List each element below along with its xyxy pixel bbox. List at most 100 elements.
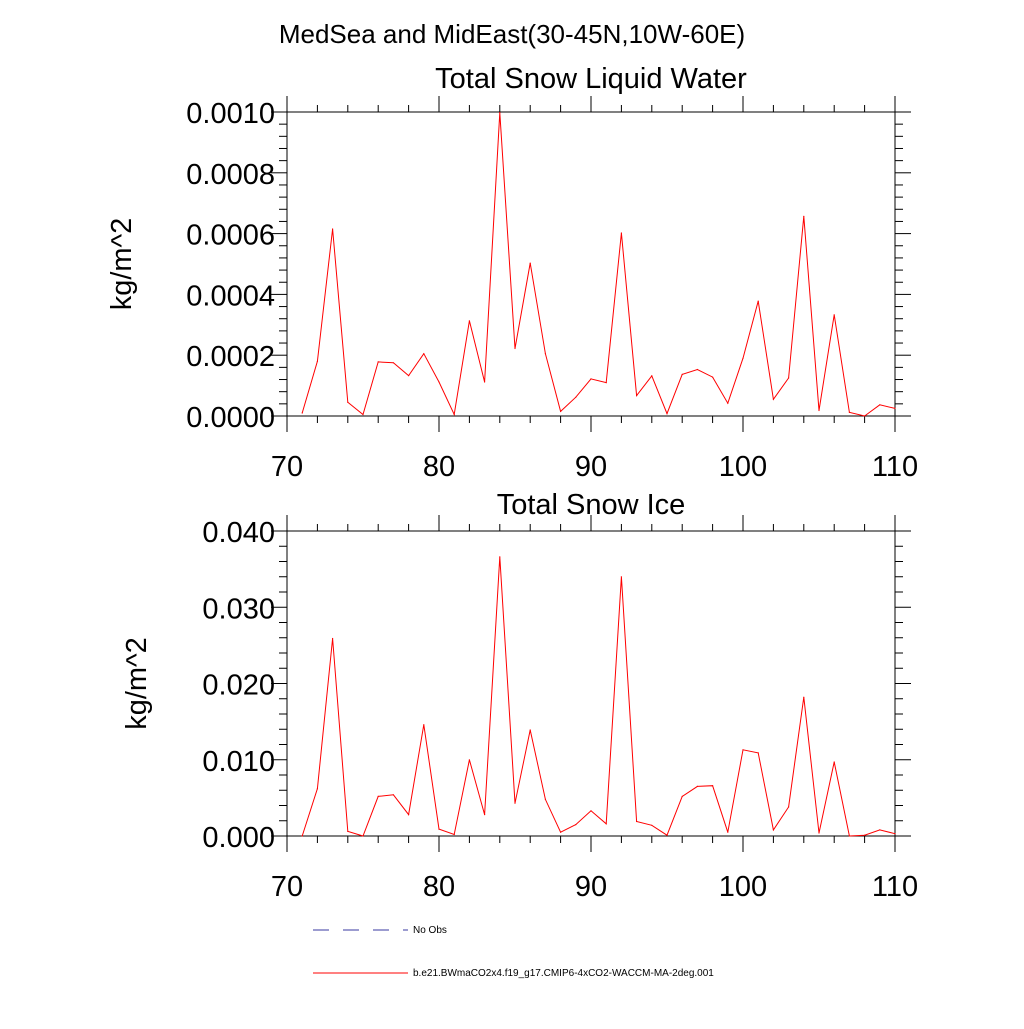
data-point	[879, 404, 881, 406]
data-point	[484, 381, 486, 383]
y-tick-label: 0.020	[202, 670, 275, 702]
data-point	[453, 413, 455, 416]
data-point	[788, 806, 790, 808]
data-point	[712, 376, 714, 378]
y-axis-label: kg/m^2	[106, 218, 138, 311]
data-point	[848, 411, 851, 413]
data-point	[727, 831, 729, 833]
data-point	[833, 314, 835, 316]
y-tick-label: 0.0002	[186, 341, 275, 373]
data-point	[803, 696, 805, 698]
data-point	[605, 823, 607, 825]
y-tick-label: 0.010	[202, 746, 275, 778]
y-axis-label: kg/m^2	[121, 637, 153, 730]
data-point	[301, 835, 303, 837]
data-point	[529, 262, 531, 264]
data-point	[636, 820, 638, 823]
data-point	[636, 395, 638, 397]
data-point	[423, 724, 425, 726]
data-point	[347, 401, 349, 403]
legend: No Obs b.e21.BWmaCO2x4.f19_g17.CMIP6-4xC…	[313, 925, 714, 979]
data-point	[484, 814, 486, 816]
data-point	[301, 412, 303, 414]
data-point	[514, 347, 516, 350]
y-tick-label: 0.0000	[186, 402, 275, 434]
data-point	[590, 810, 592, 812]
data-point	[362, 413, 364, 416]
data-point	[423, 353, 425, 355]
data-point	[666, 413, 668, 415]
data-point	[757, 300, 759, 302]
y-tick-label: 0.000	[202, 822, 275, 854]
data-point	[727, 402, 729, 404]
data-point	[377, 795, 379, 798]
legend-label-no-obs: No Obs	[413, 925, 447, 936]
panel-title: Total Snow Liquid Water	[435, 63, 747, 95]
data-point	[620, 576, 623, 578]
y-tick-label: 0.0004	[186, 280, 275, 312]
plot-frame	[286, 111, 896, 417]
data-point	[499, 112, 501, 114]
data-point	[560, 831, 562, 833]
data-point	[864, 415, 866, 417]
data-point	[590, 378, 592, 380]
data-point	[347, 830, 349, 833]
data-point	[742, 749, 744, 751]
data-point	[742, 357, 744, 359]
data-point	[879, 829, 881, 831]
data-point	[514, 802, 516, 804]
data-point	[392, 794, 394, 796]
data-point	[468, 759, 470, 761]
data-point	[605, 382, 607, 384]
data-point	[818, 832, 820, 834]
data-point	[848, 835, 851, 837]
x-tick-label: 110	[872, 871, 918, 903]
data-point	[499, 556, 501, 558]
data-point	[894, 407, 896, 409]
data-point	[408, 375, 410, 377]
figure-title: MedSea and MidEast(30-45N,10W-60E)	[279, 19, 745, 49]
plot-frame	[286, 530, 896, 837]
x-tick-label: 70	[271, 451, 303, 483]
legend-label-model-run: b.e21.BWmaCO2x4.f19_g17.CMIP6-4xCO2-WACC…	[413, 968, 714, 979]
data-point	[712, 785, 714, 787]
data-point	[392, 362, 394, 364]
data-point	[453, 833, 455, 836]
x-tick-label: 90	[575, 451, 607, 483]
x-tick-label: 110	[872, 451, 918, 483]
data-point	[438, 828, 440, 830]
x-tick-label: 80	[423, 451, 455, 483]
data-point	[316, 360, 318, 362]
data-point	[362, 835, 364, 837]
y-tick-label: 0.030	[202, 593, 275, 625]
series-line	[301, 112, 896, 417]
data-point	[696, 785, 699, 788]
data-point	[864, 834, 866, 836]
data-point	[651, 375, 653, 377]
data-point	[772, 829, 775, 831]
y-tick-label: 0.040	[202, 517, 275, 549]
data-point	[529, 729, 531, 731]
data-point	[332, 228, 334, 230]
data-point	[544, 798, 547, 801]
data-point	[560, 410, 562, 412]
y-tick-label: 0.0010	[186, 98, 275, 130]
data-point	[544, 353, 547, 355]
data-point	[696, 368, 699, 371]
x-tick-label: 90	[575, 871, 607, 903]
data-point	[651, 824, 653, 826]
data-point	[408, 814, 410, 816]
y-tick-label: 0.0006	[186, 220, 275, 252]
data-point	[757, 752, 759, 754]
data-point	[438, 381, 440, 383]
series-line	[301, 556, 896, 837]
data-point	[818, 409, 820, 412]
x-tick-label: 70	[271, 871, 303, 903]
data-point	[575, 396, 577, 398]
data-point	[332, 637, 334, 640]
data-point	[316, 788, 318, 790]
x-tick-label: 100	[719, 451, 767, 483]
